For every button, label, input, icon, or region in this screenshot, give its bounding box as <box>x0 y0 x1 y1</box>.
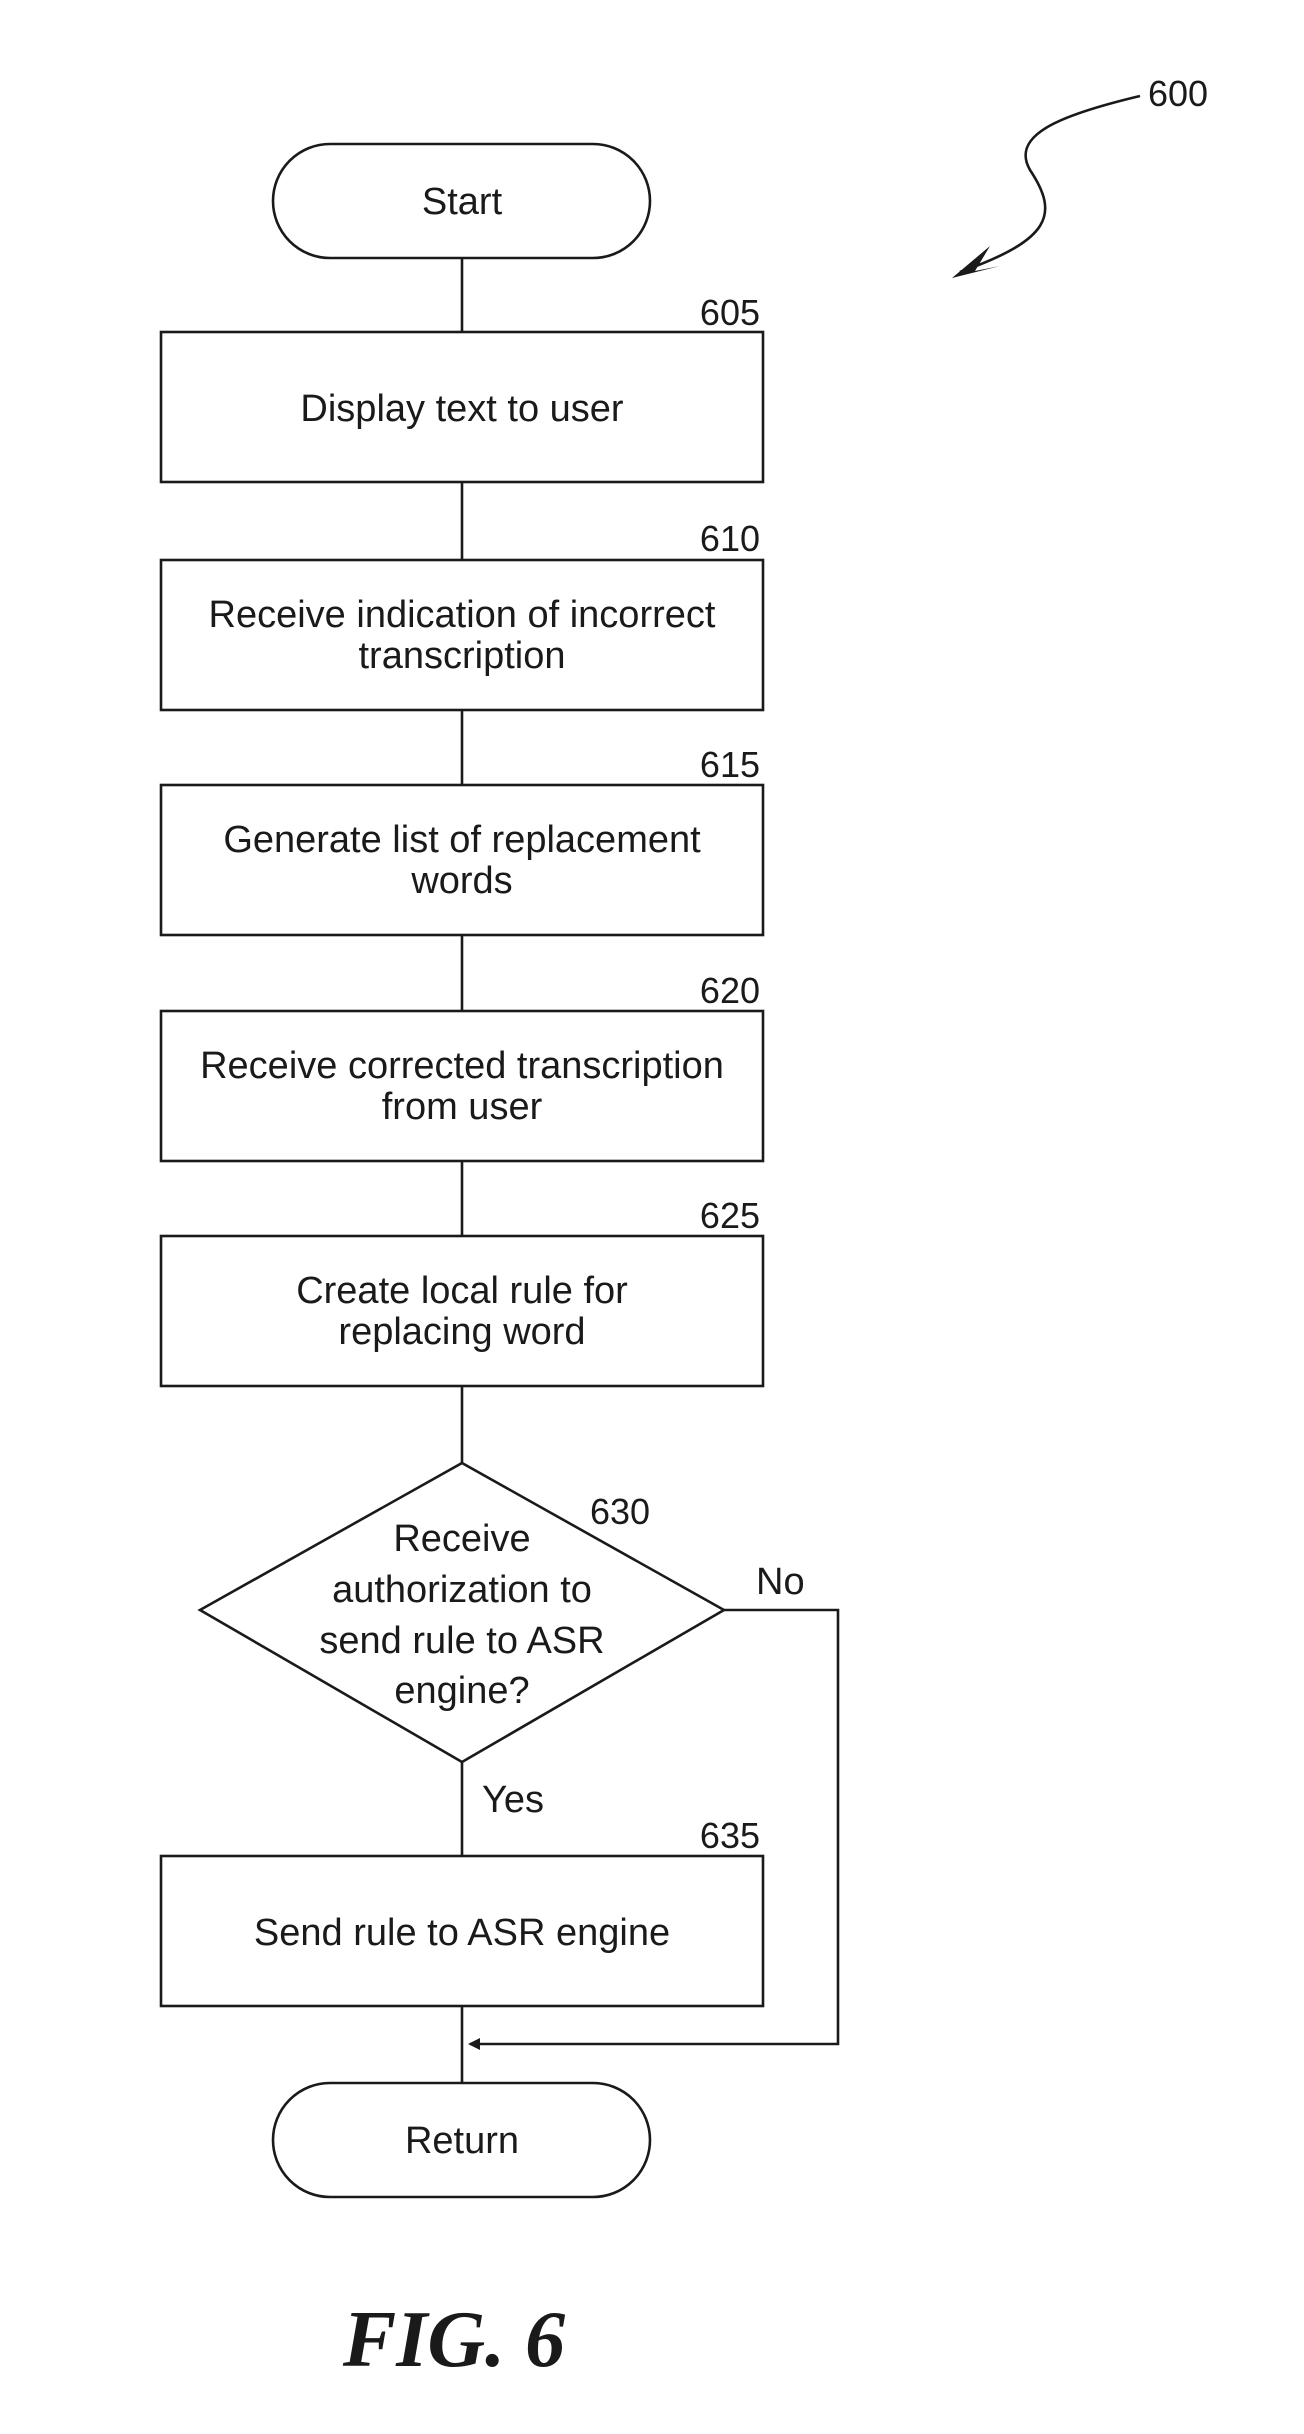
decision-630: 630 Receive authorization to send rule t… <box>200 1463 724 1762</box>
return-terminal: Return <box>273 2083 650 2197</box>
edge-label-yes: Yes <box>482 1779 544 1821</box>
decision-630-line-3: send rule to ASR <box>319 1620 604 1662</box>
figure-ref-arrowhead <box>952 246 1000 278</box>
step-635-text: Send rule to ASR engine <box>254 1912 670 1954</box>
return-label: Return <box>405 2120 519 2162</box>
step-635-ref: 635 <box>700 1815 760 1856</box>
step-615-line-2: words <box>410 860 512 902</box>
step-620-ref: 620 <box>700 970 760 1011</box>
figure-ref-leader <box>960 96 1140 272</box>
step-605-ref: 605 <box>700 292 760 333</box>
step-605-text: Display text to user <box>300 388 623 430</box>
decision-630-line-4: engine? <box>394 1670 529 1712</box>
start-terminal: Start <box>273 144 650 258</box>
step-610-line-1: Receive indication of incorrect <box>209 594 716 636</box>
step-625-line-2: replacing word <box>338 1311 585 1353</box>
decision-630-line-1: Receive <box>393 1518 530 1560</box>
step-620-line-1: Receive corrected transcription <box>200 1045 724 1087</box>
step-610-line-2: transcription <box>359 635 566 677</box>
start-label: Start <box>422 181 503 223</box>
figure-caption: FIG. 6 <box>342 2296 565 2384</box>
step-610-ref: 610 <box>700 518 760 559</box>
step-620-line-2: from user <box>382 1086 543 1128</box>
figure-ref-label: 600 <box>1148 73 1208 114</box>
decision-630-line-2: authorization to <box>332 1569 592 1611</box>
decision-630-ref: 630 <box>590 1491 650 1532</box>
step-615-line-1: Generate list of replacement <box>223 819 701 861</box>
edge-label-no: No <box>756 1561 805 1603</box>
step-625-ref: 625 <box>700 1195 760 1236</box>
step-615-ref: 615 <box>700 744 760 785</box>
step-625-line-1: Create local rule for <box>296 1270 628 1312</box>
